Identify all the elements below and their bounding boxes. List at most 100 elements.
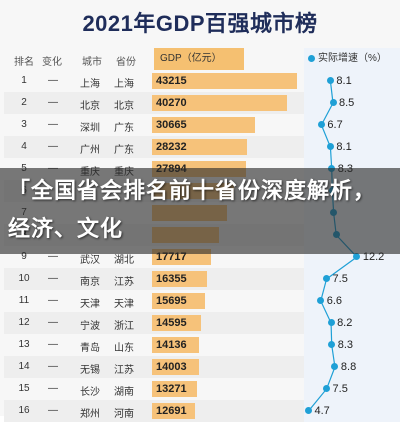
growth-cell [304, 334, 400, 356]
page-title: 2021年GDP百强城市榜 [82, 11, 318, 36]
city-cell: 天津 [80, 299, 100, 310]
change-cell: — [48, 97, 58, 108]
growth-cell [304, 290, 400, 312]
city-cell: 宁波 [80, 321, 100, 332]
rank-cell: 10 [18, 273, 30, 284]
gdp-bar [152, 315, 201, 331]
growth-cell [304, 70, 400, 92]
city-cell: 北京 [80, 101, 100, 112]
change-cell: — [48, 361, 58, 372]
header-growth-label: 实际增速（%） [318, 53, 387, 64]
change-cell: — [48, 405, 58, 416]
gdp-value: 15695 [156, 295, 187, 307]
table-row: 12 — 宁波 浙江 14595 8.2 [4, 312, 400, 334]
province-cell: 江苏 [114, 365, 134, 376]
header-gdp: GDP（亿元） [154, 48, 244, 70]
growth-cell [304, 268, 400, 290]
gdp-value: 14595 [156, 317, 187, 329]
rank-cell: 2 [21, 97, 27, 108]
rank-cell: 4 [21, 141, 27, 152]
province-cell: 广东 [114, 123, 134, 134]
gdp-bar [152, 139, 247, 155]
city-cell: 上海 [80, 79, 100, 90]
province-cell: 湖北 [114, 255, 134, 266]
overlay-banner [0, 168, 400, 254]
rank-cell: 13 [18, 339, 30, 350]
province-cell: 江苏 [114, 277, 134, 288]
table-row: 3 — 深圳 广东 30665 6.7 [4, 114, 400, 136]
change-cell: — [48, 141, 58, 152]
growth-cell [304, 378, 400, 400]
growth-cell [304, 92, 400, 114]
legend-dot-icon [308, 54, 315, 62]
gdp-value: 13271 [156, 383, 187, 395]
rank-cell: 14 [18, 361, 30, 372]
gdp-value: 12691 [156, 405, 187, 417]
change-cell: — [48, 251, 58, 262]
province-cell: 天津 [114, 299, 134, 310]
province-cell: 浙江 [114, 321, 134, 332]
table-header: 排名 变化 城市 省份 GDP（亿元） 实际增速（%） [4, 48, 400, 70]
city-cell: 郑州 [80, 409, 100, 420]
rank-cell: 16 [18, 405, 30, 416]
rank-cell: 11 [18, 295, 30, 306]
growth-cell [304, 114, 400, 136]
header-growth: 实际增速（%） [304, 48, 400, 70]
growth-value: 8.5 [339, 97, 355, 109]
header-change: 变化 [42, 57, 62, 68]
rank-cell: 9 [21, 251, 27, 262]
gdp-value: 28232 [156, 141, 187, 153]
gdp-bar [152, 381, 197, 397]
growth-value: 7.5 [332, 273, 348, 285]
gdp-bar [152, 337, 199, 353]
change-cell: — [48, 273, 58, 284]
city-cell: 长沙 [80, 387, 100, 398]
gdp-value: 30665 [156, 119, 187, 131]
gdp-value: 17717 [156, 251, 187, 263]
gdp-bar [152, 271, 207, 287]
header-city: 城市 [82, 57, 102, 68]
table-row: 11 — 天津 天津 15695 6.6 [4, 290, 400, 312]
table-row: 15 — 长沙 湖南 13271 7.5 [4, 378, 400, 400]
city-cell: 广州 [80, 145, 100, 156]
gdp-bar [152, 95, 287, 111]
growth-value: 6.6 [326, 295, 343, 307]
change-cell: — [48, 339, 58, 350]
province-cell: 北京 [114, 101, 134, 112]
rank-cell: 12 [18, 317, 30, 328]
growth-point [326, 77, 334, 84]
growth-value: 8.1 [336, 75, 352, 87]
gdp-bar [152, 117, 255, 133]
province-cell: 湖南 [114, 387, 134, 398]
growth-value: 8.2 [337, 317, 353, 329]
change-cell: — [48, 317, 58, 328]
growth-value: 8.3 [337, 339, 353, 351]
city-cell: 青岛 [80, 343, 100, 354]
gdp-value: 16355 [156, 273, 187, 285]
city-cell: 南京 [80, 277, 100, 288]
growth-value: 12.2 [362, 251, 385, 263]
table-row: 13 — 青岛 山东 14136 8.3 [4, 334, 400, 356]
gdp-value: 43215 [156, 75, 187, 87]
province-cell: 上海 [114, 79, 134, 90]
header-rank: 排名 [14, 57, 34, 68]
growth-cell [304, 356, 400, 378]
gdp-value: 14003 [156, 361, 187, 373]
growth-value: 4.7 [314, 405, 330, 417]
province-cell: 河南 [114, 409, 134, 420]
gdp-bar [152, 403, 195, 419]
table-row: 2 — 北京 北京 40270 8.5 [4, 92, 400, 114]
province-cell: 山东 [114, 343, 134, 354]
gdp-bar [152, 359, 199, 375]
growth-value: 8.1 [336, 141, 352, 153]
rank-cell: 1 [21, 75, 27, 86]
growth-value: 8.8 [340, 361, 357, 373]
banner-text[interactable]: 「全国省会排名前十省份深度解析，经济、文化 [8, 178, 377, 241]
header-province: 省份 [116, 57, 136, 68]
gdp-bar [152, 73, 297, 89]
province-cell: 广东 [114, 145, 134, 156]
rank-cell: 15 [18, 383, 30, 394]
table-row: 1 — 上海 上海 43215 8.1 [4, 70, 400, 92]
gdp-value: 14136 [156, 339, 187, 351]
city-cell: 深圳 [80, 123, 100, 134]
